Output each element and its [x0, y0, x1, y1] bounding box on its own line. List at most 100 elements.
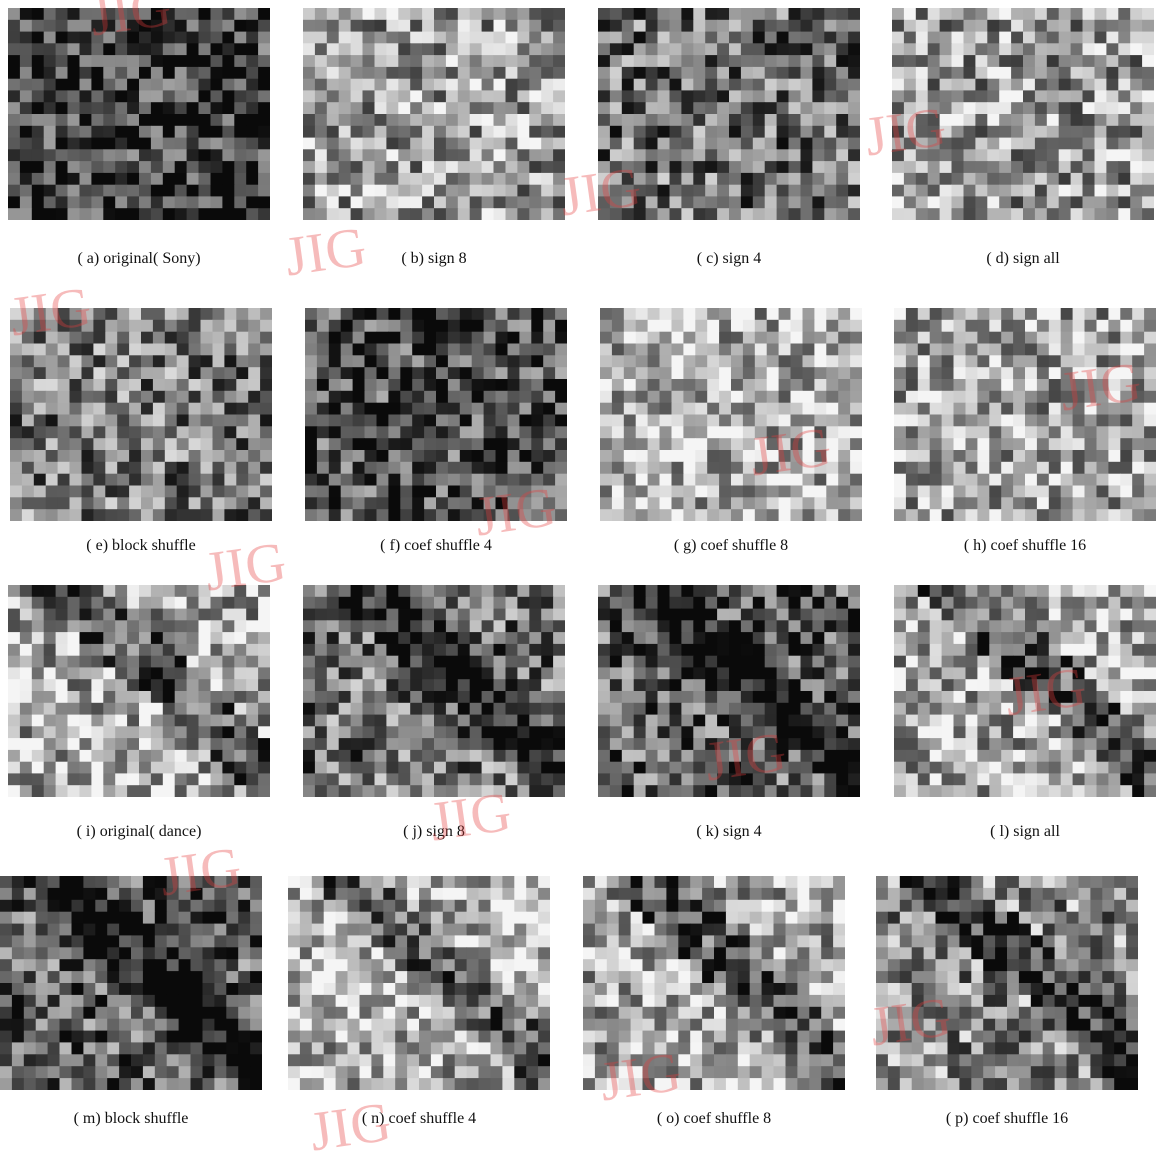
- pixel-block: [363, 79, 375, 91]
- pixel-block: [777, 585, 789, 597]
- pixel-block: [848, 149, 860, 161]
- pixel-block: [127, 32, 139, 44]
- pixel-block: [789, 750, 801, 762]
- pixel-block: [755, 367, 767, 379]
- pixel-block: [541, 208, 553, 220]
- pixel-block: [1097, 486, 1109, 498]
- pixel-block: [658, 773, 670, 785]
- pixel-block: [151, 726, 163, 738]
- pixel-block: [705, 32, 717, 44]
- pixel-block: [1108, 656, 1120, 668]
- pixel-block: [906, 308, 918, 320]
- pixel-block: [460, 379, 472, 391]
- pixel-block: [44, 609, 56, 621]
- pixel-block: [412, 308, 424, 320]
- pixel-block: [906, 320, 918, 332]
- pixel-block: [646, 750, 658, 762]
- pixel-block: [636, 509, 648, 521]
- pixel-block: [658, 644, 670, 656]
- pixel-block: [22, 355, 34, 367]
- pixel-block: [683, 497, 695, 509]
- pixel-block: [1108, 597, 1120, 609]
- pixel-block: [989, 426, 1001, 438]
- pixel-block: [777, 126, 789, 138]
- pixel-block: [812, 149, 824, 161]
- pixel-block: [695, 509, 707, 521]
- pixel-block: [719, 462, 731, 474]
- pixel-block: [375, 20, 387, 32]
- pixel-block: [966, 474, 978, 486]
- pixel-block: [717, 79, 729, 91]
- pixel-block: [246, 762, 258, 774]
- pixel-block: [989, 738, 1001, 750]
- pixel-block: [954, 785, 966, 797]
- pixel-block: [541, 656, 553, 668]
- pixel-block: [46, 415, 58, 427]
- pixel-block: [115, 656, 127, 668]
- pixel-block: [1132, 367, 1144, 379]
- pixel-block: [717, 620, 729, 632]
- pixel-block: [1095, 161, 1107, 173]
- pixel-block: [496, 320, 508, 332]
- pixel-block: [1130, 79, 1142, 91]
- pixel-block: [234, 656, 246, 668]
- pixel-block: [410, 114, 422, 126]
- pixel-block: [1049, 379, 1061, 391]
- pixel-block: [1049, 750, 1061, 762]
- pixel-block: [1106, 114, 1118, 126]
- pixel-block: [705, 609, 717, 621]
- pixel-block: [1071, 196, 1083, 208]
- pixel-block: [1011, 208, 1023, 220]
- pixel-block: [1035, 149, 1047, 161]
- pixel-block: [753, 644, 765, 656]
- pixel-block: [1120, 644, 1132, 656]
- pixel-block: [729, 20, 741, 32]
- pixel-block: [1037, 486, 1049, 498]
- pixel-block: [117, 462, 129, 474]
- pixel-block: [838, 415, 850, 427]
- pixel-block: [1035, 43, 1047, 55]
- pixel-block: [717, 644, 729, 656]
- pixel-block: [1085, 308, 1097, 320]
- pixel-block: [1023, 79, 1035, 91]
- pixel-block: [34, 379, 46, 391]
- pixel-block: [717, 90, 729, 102]
- pixel-block: [303, 8, 315, 20]
- pixel-block: [838, 367, 850, 379]
- pixel-block: [612, 462, 624, 474]
- pixel-block: [791, 509, 803, 521]
- pixel-block: [127, 585, 139, 597]
- pixel-block: [707, 391, 719, 403]
- pixel-block: [201, 474, 213, 486]
- pixel-block: [139, 773, 151, 785]
- pixel-block: [236, 403, 248, 415]
- pixel-block: [201, 367, 213, 379]
- pixel-block: [765, 55, 777, 67]
- pixel-block: [260, 486, 272, 498]
- pixel-block: [801, 185, 813, 197]
- pixel-block: [115, 149, 127, 161]
- pixel-block: [139, 126, 151, 138]
- pixel-block: [803, 320, 815, 332]
- pixel-block: [812, 738, 824, 750]
- pixel-block: [234, 149, 246, 161]
- pixel-block: [1108, 632, 1120, 644]
- pixel-block: [779, 415, 791, 427]
- pixel-block: [400, 320, 412, 332]
- pixel-block: [222, 738, 234, 750]
- pixel-block: [410, 632, 422, 644]
- pixel-block: [1142, 208, 1154, 220]
- pixel-block: [954, 509, 966, 521]
- pixel-block: [470, 679, 482, 691]
- pixel-block: [1037, 415, 1049, 427]
- pixel-block: [436, 403, 448, 415]
- pixel-block: [458, 597, 470, 609]
- pixel-block: [91, 762, 103, 774]
- pixel-block: [928, 196, 940, 208]
- pixel-block: [72, 947, 84, 959]
- pixel-block: [541, 196, 553, 208]
- pixel-block: [672, 379, 684, 391]
- pixel-block: [127, 126, 139, 138]
- pixel-block: [303, 667, 315, 679]
- pixel-block: [175, 703, 187, 715]
